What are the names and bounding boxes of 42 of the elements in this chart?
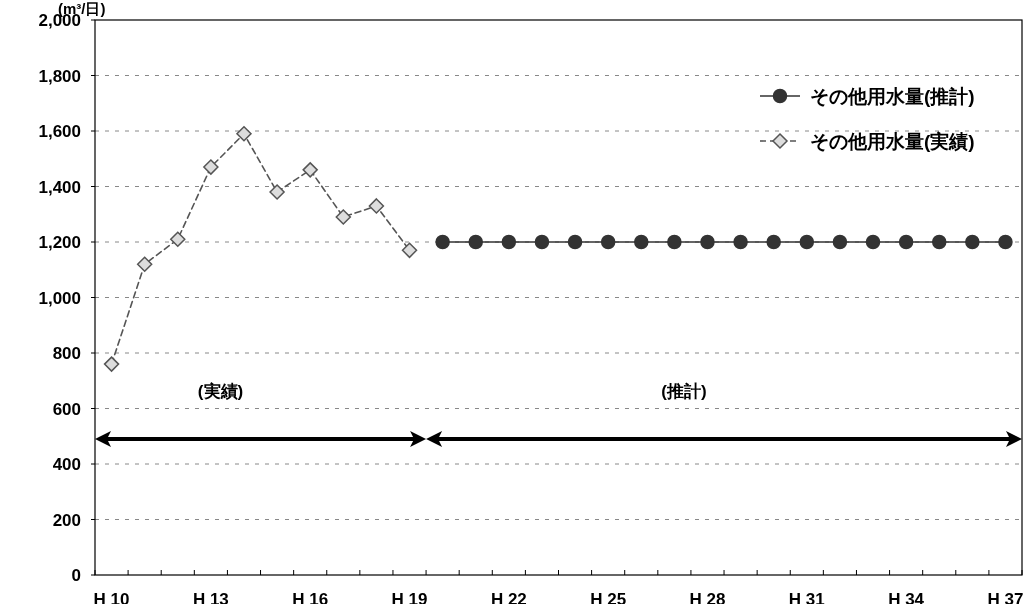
y-tick-label: 200 [52, 510, 81, 530]
y-tick-label: 1,600 [38, 122, 81, 141]
point [368, 198, 385, 214]
point [965, 234, 980, 250]
point [600, 234, 616, 250]
point [302, 162, 318, 178]
y-tick-label: 1,800 [38, 66, 81, 86]
y-tick-label: 1,000 [38, 288, 81, 308]
point [700, 234, 715, 250]
legend-label: その他用水量(推計) [810, 86, 975, 107]
point [634, 234, 649, 250]
y-tick-label: 0 [71, 566, 81, 585]
point [832, 234, 848, 250]
point [567, 234, 583, 250]
point [236, 126, 252, 142]
annotation: (実績) [197, 382, 244, 402]
point [799, 234, 815, 250]
point [534, 234, 550, 250]
y-tick-label: 600 [52, 399, 81, 419]
annotation: (推計) [661, 382, 707, 402]
point [501, 234, 517, 250]
point [865, 234, 881, 250]
point [103, 356, 120, 372]
point [898, 234, 914, 250]
point [998, 234, 1013, 250]
point [203, 159, 219, 175]
point [401, 242, 418, 259]
y-tick-label: 800 [52, 344, 81, 363]
point [136, 256, 153, 272]
point [766, 234, 781, 250]
y-tick-label: 1,400 [38, 177, 81, 197]
point [468, 234, 483, 250]
point [435, 234, 450, 250]
point [667, 234, 682, 250]
point [335, 209, 352, 225]
y-tick-label: 400 [52, 455, 81, 474]
point [931, 234, 947, 250]
point [269, 184, 285, 200]
legend-label: その他用水量(実績) [810, 131, 975, 152]
y-tick-label: 1,200 [38, 233, 81, 252]
point [170, 231, 186, 247]
point [733, 234, 748, 250]
